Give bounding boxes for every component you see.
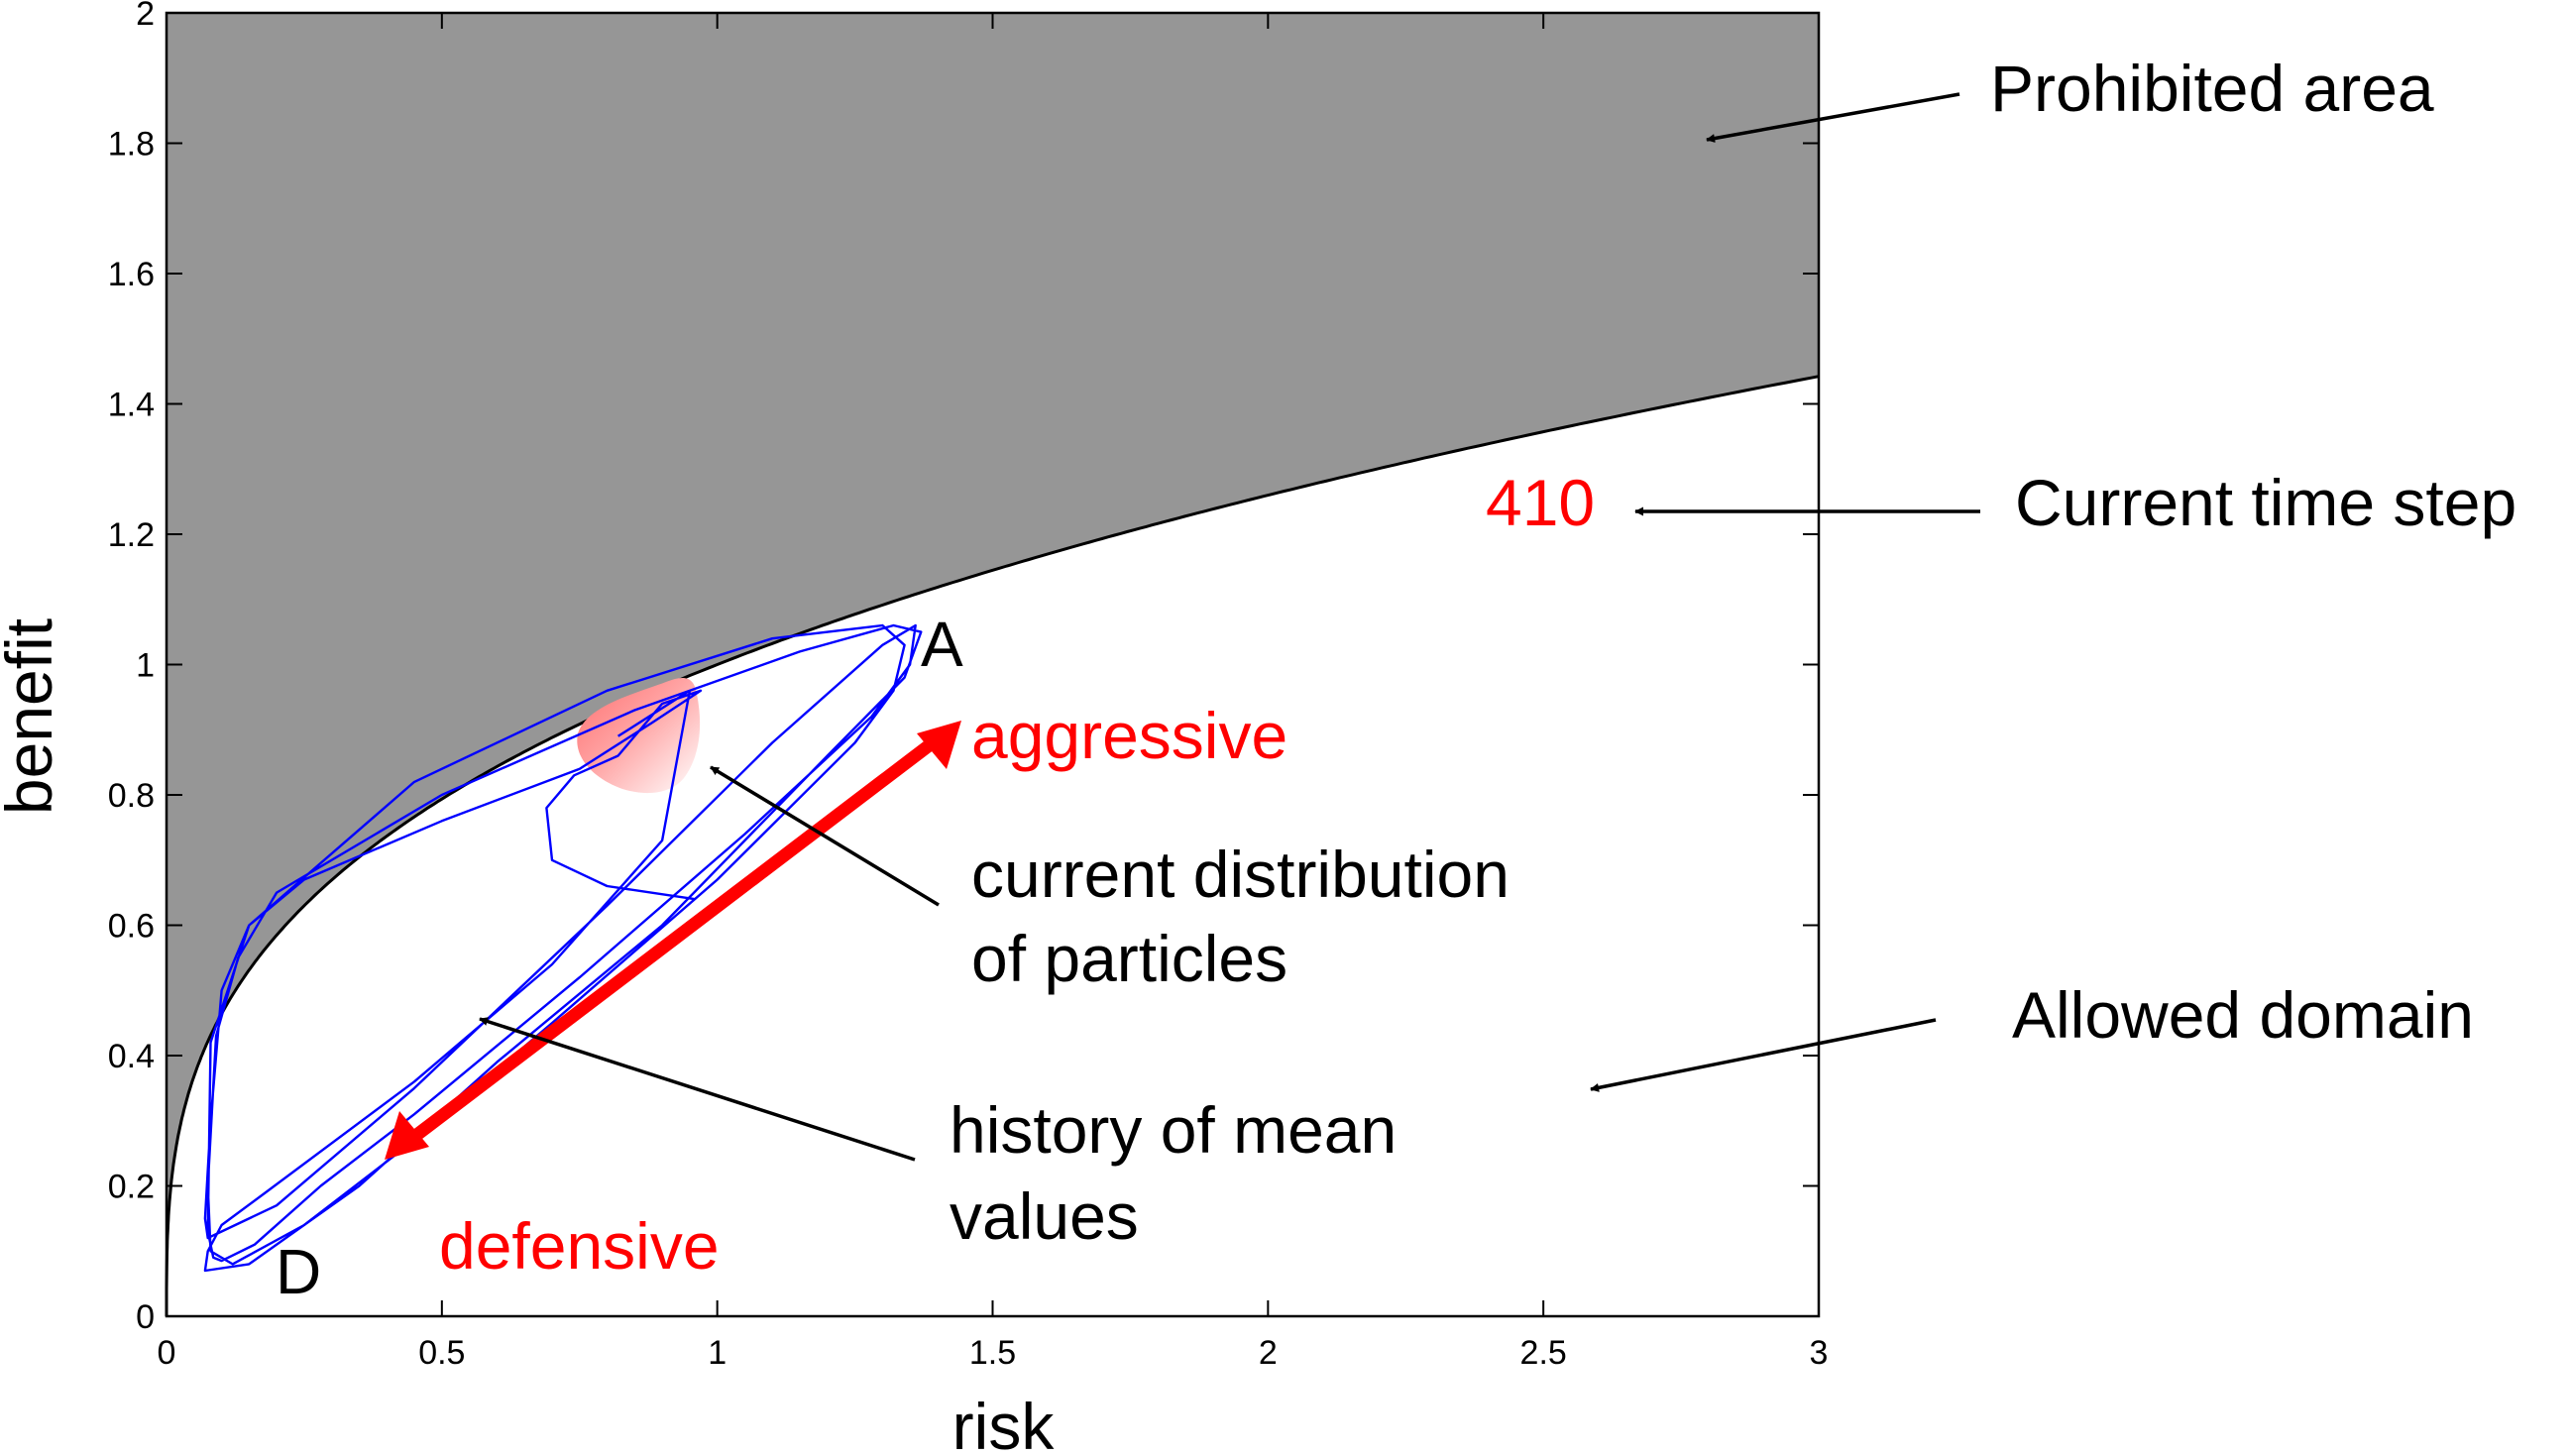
x-tick-label: 1 <box>708 1334 727 1372</box>
y-tick-label: 0.6 <box>108 908 155 946</box>
y-axis-label: benefit <box>0 618 65 815</box>
axis-ticks <box>166 12 1820 1317</box>
arrowhead-aggressive-icon <box>917 721 961 769</box>
y-tick-label: 2 <box>136 0 155 33</box>
x-tick-label: 3 <box>1810 1334 1829 1372</box>
y-tick-label: 0.8 <box>108 777 155 815</box>
arrowhead-defensive-icon <box>385 1111 429 1160</box>
y-tick-label: 1.2 <box>108 516 155 554</box>
defensive-label: defensive <box>439 1209 720 1283</box>
particles-arrow <box>710 765 940 907</box>
prohibited-arrow <box>1706 92 1960 143</box>
point-d-label: D <box>276 1236 321 1307</box>
y-tick-label: 1.6 <box>108 256 155 293</box>
mean-history-trajectory <box>203 623 923 1273</box>
boundary-curve <box>165 375 1820 1316</box>
history-label-line2: values <box>950 1179 1139 1253</box>
current-time-step-label: Current time step <box>2015 466 2516 539</box>
prohibited-area-region <box>167 13 1819 1316</box>
y-tick-label: 0.4 <box>108 1038 155 1075</box>
particles-label-line2: of particles <box>971 922 1287 995</box>
axis-tick-labels: 0 0.5 1 1.5 2 2.5 3 0 0.2 0.4 0.6 0.8 1 1.2 1.4 1.6 1.8 2 <box>108 0 1829 1372</box>
aggressive-defensive-arrow <box>385 721 961 1160</box>
history-arrow <box>479 1017 916 1162</box>
point-a-label: A <box>921 609 963 680</box>
allowed-arrow <box>1590 1018 1937 1092</box>
y-tick-label: 0 <box>136 1298 155 1336</box>
x-tick-label: 0.5 <box>418 1334 465 1372</box>
y-tick-label: 1.4 <box>108 387 155 424</box>
y-tick-label: 0.2 <box>108 1169 155 1206</box>
x-axis-label: risk <box>952 1390 1056 1456</box>
x-tick-label: 0 <box>158 1334 176 1372</box>
y-tick-label: 1.8 <box>108 126 155 164</box>
y-tick-label: 1 <box>136 647 155 685</box>
x-tick-label: 1.5 <box>969 1334 1016 1372</box>
history-label-line1: history of mean <box>950 1093 1397 1167</box>
x-tick-label: 2.5 <box>1520 1334 1567 1372</box>
particle-cloud <box>577 677 701 794</box>
allowed-domain-label: Allowed domain <box>2012 978 2474 1052</box>
x-tick-label: 2 <box>1259 1334 1278 1372</box>
particles-label-line1: current distribution <box>971 838 1510 911</box>
aggressive-label: aggressive <box>971 699 1287 772</box>
time-step-value: 410 <box>1486 466 1595 539</box>
prohibited-area-label: Prohibited area <box>1990 52 2434 125</box>
